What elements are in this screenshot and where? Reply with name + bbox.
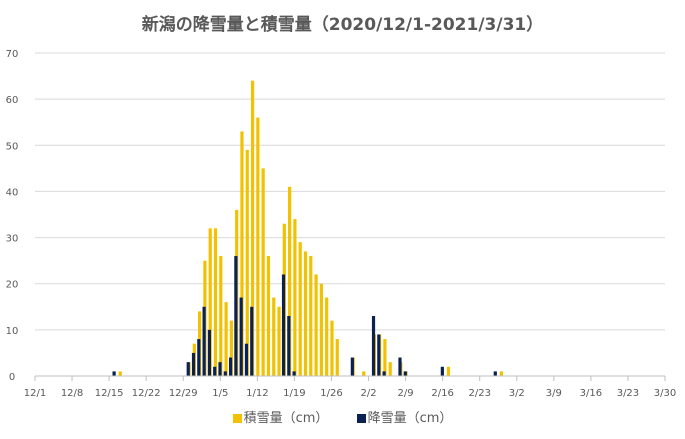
x-tick-label: 2/16 xyxy=(431,388,453,399)
y-tick-label: 60 xyxy=(6,95,19,106)
bar-snowfall-1-18 xyxy=(287,316,291,376)
x-tick-label: 3/23 xyxy=(617,388,639,399)
bar-snowfall-1-11 xyxy=(250,306,254,376)
bar-snow-depth-12-17 xyxy=(118,371,122,376)
bar-snow-depth-1-9 xyxy=(240,131,244,376)
bar-snow-depth-1-16 xyxy=(277,306,281,376)
x-tick-label: 12/1 xyxy=(24,388,46,399)
legend-label-snow-depth: 積雪量（cm） xyxy=(243,411,329,426)
x-tick-label: 1/26 xyxy=(320,388,342,399)
bar-snowfall-1-1 xyxy=(197,339,201,376)
chart-title: 新潟の降雪量と積雪量（2020/12/1-2021/3/31） xyxy=(141,15,544,35)
bar-snowfall-1-3 xyxy=(207,329,212,376)
y-tick-label: 10 xyxy=(6,326,19,337)
bar-snow-depth-1-26 xyxy=(330,320,334,376)
bar-snowfall-1-19 xyxy=(292,371,296,376)
bar-snowfall-2-4 xyxy=(377,334,381,376)
bar-snowfall-1-30 xyxy=(350,357,354,376)
bar-snow-depth-1-10 xyxy=(245,149,249,376)
x-tick-label: 12/15 xyxy=(95,388,124,399)
bar-snow-depth-1-15 xyxy=(272,297,276,376)
x-tick-label: 2/2 xyxy=(360,388,376,399)
bar-snowfall-2-16 xyxy=(440,366,444,376)
bar-snow-depth-1-11 xyxy=(250,80,255,376)
x-tick-label: 2/9 xyxy=(398,388,414,399)
x-tick-label: 12/22 xyxy=(132,388,161,399)
bar-snow-depth-2-1 xyxy=(362,371,366,376)
x-tick-label: 3/2 xyxy=(509,388,525,399)
y-tick-label: 70 xyxy=(6,49,19,60)
bar-snowfall-2-26 xyxy=(493,371,497,376)
bar-snow-depth-1-19 xyxy=(293,219,297,376)
legend-swatch-snow-depth xyxy=(232,414,242,423)
bar-snowfall-1-7 xyxy=(228,357,233,376)
x-tick-label: 1/12 xyxy=(246,388,268,399)
bar-snow-depth-1-6 xyxy=(224,302,228,376)
bar-snow-depth-1-22 xyxy=(309,256,313,376)
bar-snow-depth-2-17 xyxy=(446,366,451,376)
bar-snow-depth-1-27 xyxy=(335,339,339,376)
bar-snowfall-1-10 xyxy=(244,343,249,376)
bar-snow-depth-1-4 xyxy=(213,228,218,376)
bar-snowfall-12-30 xyxy=(186,362,190,376)
y-tick-label: 30 xyxy=(6,234,19,245)
bar-snowfall-2-9 xyxy=(403,371,407,376)
x-tick-label: 3/16 xyxy=(580,388,602,399)
bar-snowfall-1-2 xyxy=(202,306,206,376)
bar-snow-depth-1-13 xyxy=(261,168,265,376)
x-tick-label: 12/29 xyxy=(169,388,198,399)
bar-snow-depth-2-6 xyxy=(388,362,392,376)
x-tick-label: 1/5 xyxy=(212,388,228,399)
bar-snowfall-2-5 xyxy=(382,371,386,376)
x-tick-label: 3/9 xyxy=(546,388,562,399)
legend: 積雪量（cm） 降雪量（cm） xyxy=(0,407,685,426)
bar-snow-depth-1-21 xyxy=(303,251,308,376)
bar-snow-depth-1-18 xyxy=(288,186,292,376)
bar-snow-depth-1-25 xyxy=(325,297,329,376)
legend-item-snowfall: 降雪量（cm） xyxy=(356,407,453,426)
y-tick-label: 40 xyxy=(6,187,19,198)
bar-snowfall-2-8 xyxy=(398,357,402,376)
bar-snowfall-1-8 xyxy=(234,256,238,376)
bar-snowfall-2-3 xyxy=(371,316,376,376)
legend-item-snow-depth: 積雪量（cm） xyxy=(232,407,329,426)
legend-swatch-snowfall xyxy=(356,414,366,423)
bar-snowfall-12-16 xyxy=(112,371,116,376)
bar-snowfall-1-9 xyxy=(239,297,243,376)
y-tick-label: 0 xyxy=(9,372,15,383)
x-tick-label: 2/23 xyxy=(468,388,490,399)
x-tick-label: 3/30 xyxy=(654,388,676,399)
bar-snowfall-1-6 xyxy=(223,371,227,376)
bar-snowfall-1-17 xyxy=(281,274,286,376)
y-tick-label: 50 xyxy=(6,141,19,152)
bar-snowfall-1-5 xyxy=(218,362,222,376)
bar-snow-depth-2-5 xyxy=(383,339,387,376)
bar-snow-depth-1-7 xyxy=(229,320,233,376)
bar-snow-depth-1-3 xyxy=(208,228,212,376)
bar-snow-depth-1-5 xyxy=(219,256,223,376)
bar-snow-depth-1-14 xyxy=(266,256,271,376)
bar-snowfall-1-4 xyxy=(213,366,217,376)
x-tick-label: 12/8 xyxy=(61,388,83,399)
bar-snow-depth-1-24 xyxy=(319,283,323,376)
y-tick-label: 20 xyxy=(6,280,19,291)
legend-label-snowfall: 降雪量（cm） xyxy=(367,411,453,426)
bar-snow-depth-2-27 xyxy=(499,371,503,376)
x-tick-label: 1/19 xyxy=(283,388,305,399)
bar-snow-depth-1-20 xyxy=(298,242,302,376)
bar-snow-depth-1-23 xyxy=(314,274,318,376)
bar-snowfall-12-31 xyxy=(191,352,196,376)
bar-snow-depth-1-12 xyxy=(256,117,260,376)
